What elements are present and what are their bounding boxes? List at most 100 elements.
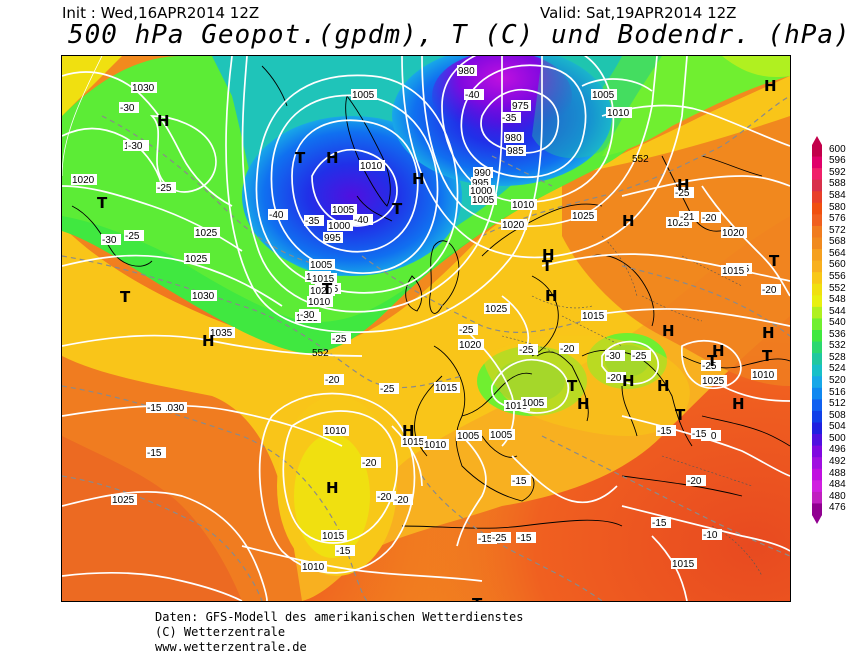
- isobar-label: 1010: [752, 370, 775, 381]
- isobar-label: 990: [474, 168, 491, 179]
- isobar-label-bg: [521, 397, 547, 408]
- high-pressure-marker: H: [402, 422, 415, 440]
- isotherm-label-bg: [679, 211, 699, 222]
- isobar-label-bg: [401, 436, 427, 447]
- isotherm-label-bg: [559, 343, 579, 354]
- high-pressure-marker: H: [326, 149, 339, 167]
- high-pressure-marker: H: [577, 395, 590, 413]
- isobar-label-bg: [511, 100, 531, 111]
- isotherm-label: -15: [512, 476, 527, 487]
- isobar-label: 1010: [360, 161, 383, 172]
- isobar-label: 1005: [457, 431, 480, 442]
- valid-time: Valid: Sat,19APR2014 12Z: [540, 4, 737, 22]
- footer-source: Daten: GFS-Modell des amerikanischen Wet…: [155, 610, 524, 624]
- weather-map: 1030103010201025102510301035103010251015…: [61, 55, 791, 602]
- colorbar-swatch: [812, 318, 822, 331]
- isobar-label: 1025: [112, 495, 135, 506]
- high-pressure-marker: H: [622, 212, 635, 230]
- isotherm-label: -25: [492, 533, 507, 544]
- isobar-label: 980: [458, 66, 475, 77]
- colorbar-swatch: [812, 364, 822, 377]
- isobar-label: 1015: [672, 559, 695, 570]
- isobar-label-bg: [458, 339, 484, 350]
- low-pressure-marker: T: [295, 149, 306, 167]
- isotherm-label-bg: [146, 447, 166, 458]
- isotherm-label: -15: [517, 533, 532, 544]
- isotherm-label: -25: [702, 361, 717, 372]
- isotherm-label-bg: [304, 215, 324, 226]
- isobar-label: 995: [324, 233, 341, 244]
- isobar-label-bg: [504, 132, 524, 143]
- isobar-label-bg: [471, 177, 491, 188]
- isotherm-label-bg: [335, 545, 355, 556]
- isobar-label-bg: [581, 310, 607, 321]
- isotherm-label: -35: [502, 113, 517, 124]
- high-pressure-marker: H: [545, 287, 558, 305]
- isobar-label: 980: [505, 133, 522, 144]
- colorbar-level-label: 576: [829, 213, 846, 225]
- isotherm-label: -25: [632, 351, 647, 362]
- isobar-label-bg: [501, 219, 527, 230]
- isobar-label: 1000: [470, 186, 493, 197]
- isobar-label: 1020: [459, 340, 482, 351]
- high-pressure-marker: H: [764, 77, 777, 95]
- isotherm-label: -20: [607, 373, 622, 384]
- isobar-label: 1005: [332, 205, 355, 216]
- isobar-label-bg: [209, 327, 235, 338]
- colorbar-level-label: 484: [829, 479, 846, 491]
- colorbar-swatch: [812, 445, 822, 458]
- colorbar-swatch: [812, 503, 822, 516]
- isotherm-label-bg: [119, 102, 139, 113]
- isobar-label-bg: [506, 145, 526, 156]
- colorbar-level-label: 520: [829, 375, 846, 387]
- isotherm-label-bg: [701, 212, 721, 223]
- isobars: [62, 56, 790, 601]
- colorbar-level-label: 592: [829, 166, 846, 178]
- isobar-label: 1015: [582, 311, 605, 322]
- isotherm-label: -15: [692, 429, 707, 440]
- isobar-label-bg: [671, 558, 697, 569]
- isotherm-label-bg: [761, 284, 781, 295]
- isotherm-label-bg: [299, 309, 319, 320]
- isotherm-label-bg: [268, 209, 288, 220]
- colorbar-level-label: 528: [829, 351, 846, 363]
- isotherm-label: -20: [377, 492, 392, 503]
- isobar-label: 1025: [667, 218, 690, 229]
- isobar-label: 1005: [472, 195, 495, 206]
- isobar-label-bg: [511, 199, 537, 210]
- isobar-label: 1025: [185, 254, 208, 265]
- isobar-label-bg: [571, 210, 597, 221]
- isobar-label: 1010: [607, 108, 630, 119]
- chart-title: 500 hPa Geopot.(gpdm), T (C) und Bodendr…: [68, 20, 850, 50]
- colorbar-level-label: 488: [829, 467, 846, 479]
- isobar-label: 1010: [512, 200, 535, 211]
- colorbar-swatch: [812, 283, 822, 296]
- isobar-label-bg: [489, 429, 515, 440]
- isotherm-label: -30: [128, 141, 143, 152]
- footer-url[interactable]: www.wetterzentrale.de: [155, 640, 307, 654]
- colorbar-swatch: [812, 353, 822, 366]
- colorbar-swatch: [812, 191, 822, 204]
- colorbar-level-label: 560: [829, 259, 846, 271]
- isobar-label-bg: [111, 494, 137, 505]
- isobar-label: 1015: [435, 383, 458, 394]
- low-pressure-marker: T: [97, 194, 108, 212]
- colorbar-level-label: 508: [829, 409, 846, 421]
- isotherm-label: -30: [102, 235, 117, 246]
- colorbar-level-label: 600: [829, 143, 846, 155]
- isotherm-label-bg: [691, 428, 711, 439]
- isotherm-label: -20: [325, 375, 340, 386]
- colorbar-level-label: 596: [829, 155, 846, 167]
- isotherm-label-bg: [458, 324, 478, 335]
- isotherm-label: -25: [459, 325, 474, 336]
- colorbar-swatch: [812, 457, 822, 470]
- high-pressure-marker: H: [622, 372, 635, 390]
- isotherm-label-bg: [501, 112, 521, 123]
- colorbar-level-label: 500: [829, 432, 846, 444]
- isobar-label: 1015: [312, 274, 335, 285]
- isobar-label-bg: [311, 273, 337, 284]
- colorbar-arrow-top: [812, 136, 822, 145]
- colorbar-level-label: 584: [829, 190, 846, 202]
- isobar-label-bg: [323, 425, 349, 436]
- isobar-label: 1025: [702, 376, 725, 387]
